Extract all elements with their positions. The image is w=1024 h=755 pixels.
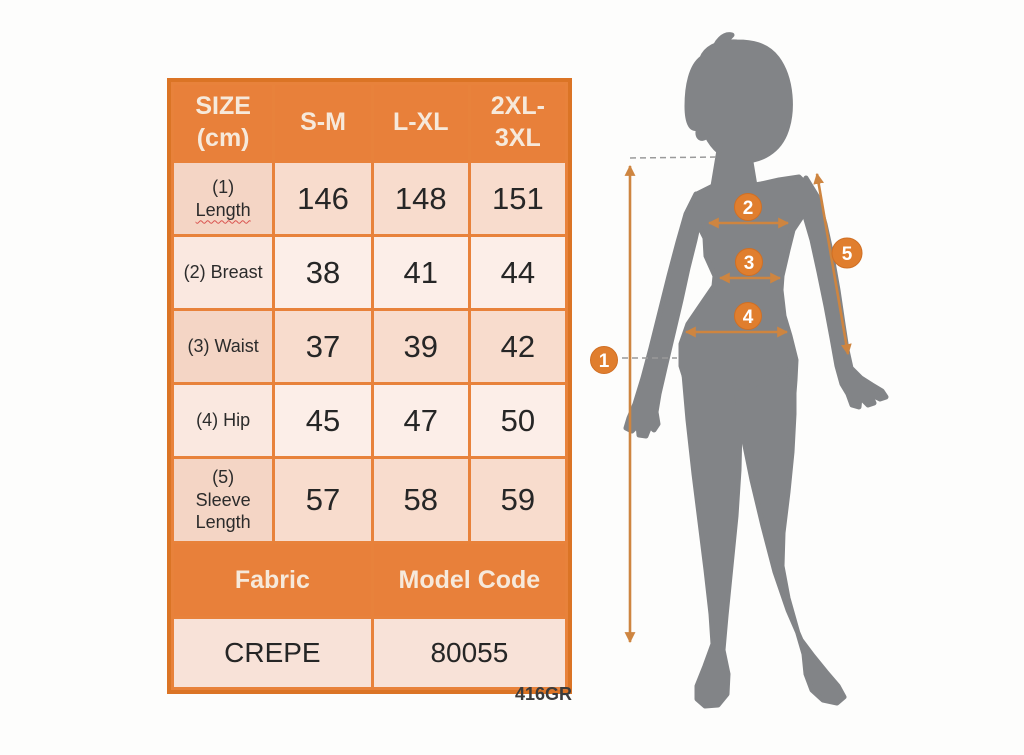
waist-2xl3xl-value: 42 xyxy=(467,308,569,385)
marker-4-badge xyxy=(734,302,762,330)
size-table-header-row: SIZE (cm) S-M L-XL 2XL-3XL xyxy=(170,82,569,163)
fabric-header-cell: Fabric xyxy=(171,541,374,619)
table-row-length: (1) Length 146 148 151 xyxy=(170,160,569,237)
silhouette-right-leg xyxy=(734,365,847,706)
marker-1-label: 1 xyxy=(599,351,610,372)
size-col-2xl3xl-header: 2XL-3XL xyxy=(467,82,569,163)
marker-3-label: 3 xyxy=(744,253,755,274)
model-code-value-cell: 80055 xyxy=(370,616,569,690)
waist-sm-value: 37 xyxy=(272,308,374,385)
marker-2-badge xyxy=(734,193,762,221)
style-code-note: 416GR xyxy=(514,684,572,704)
model-code-header-cell: Model Code xyxy=(370,541,569,619)
breast-2xl3xl-value: 44 xyxy=(467,234,569,311)
sleeve-2xl3xl-value: 59 xyxy=(467,456,569,544)
size-table: SIZE (cm) S-M L-XL 2XL-3XL (1) Length 14… xyxy=(167,78,572,694)
breast-lxl-value: 41 xyxy=(370,234,471,311)
length-sm-value: 146 xyxy=(272,160,374,237)
table-footer-value-row: CREPE 80055 xyxy=(171,616,569,690)
marker-3-badge xyxy=(735,248,763,276)
row-label-sleeve-word1: Sleeve xyxy=(195,489,251,510)
size-col-2xl3xl-label: 2XL-3XL xyxy=(490,92,545,152)
row-label-hip: (4) Hip xyxy=(170,382,276,459)
table-footer-header-row: Fabric Model Code xyxy=(171,541,569,619)
row-label-sleeve-length: (5) Sleeve Length xyxy=(170,456,276,544)
marker-badges: 1 2 3 4 5 xyxy=(590,193,863,374)
marker-5-label: 5 xyxy=(842,244,853,265)
sleeve-lxl-value: 58 xyxy=(370,456,471,544)
sleeve-arrow xyxy=(813,172,852,356)
silhouette-left-arm xyxy=(623,191,702,439)
table-row-waist: (3) Waist 37 39 42 xyxy=(170,308,569,385)
silhouette-hair xyxy=(684,39,793,164)
hip-2xl3xl-value: 50 xyxy=(467,382,569,459)
hip-sm-value: 45 xyxy=(272,382,374,459)
row-label-length-word: Length xyxy=(195,199,251,220)
size-col-sm-header: S-M xyxy=(272,82,374,163)
length-2xl3xl-value: 151 xyxy=(467,160,569,237)
size-unit-header-cell: SIZE (cm) xyxy=(170,82,276,163)
row-label-waist: (3) Waist xyxy=(170,308,276,385)
row-label-sleeve-number: (5) xyxy=(212,467,235,488)
row-label-length-number: (1) xyxy=(212,177,235,197)
breast-sm-value: 38 xyxy=(272,234,374,311)
size-col-lxl-header: L-XL xyxy=(370,82,471,163)
body-silhouette xyxy=(623,32,889,709)
marker-2-label: 2 xyxy=(743,198,754,219)
sleeve-sm-value: 57 xyxy=(272,456,374,544)
marker-5-badge xyxy=(831,237,863,269)
shoulder-dashed-line xyxy=(629,156,719,159)
waist-lxl-value: 39 xyxy=(370,308,471,385)
fabric-value-cell: CREPE xyxy=(171,616,374,690)
hip-lxl-value: 47 xyxy=(370,382,471,459)
size-table-grid: SIZE (cm) S-M L-XL 2XL-3XL (1) Length 14… xyxy=(170,82,569,690)
table-row-breast: (2) Breast 38 41 44 xyxy=(170,234,569,311)
marker-4-label: 4 xyxy=(743,307,754,328)
marker-1-badge xyxy=(590,346,618,374)
table-row-sleeve-length: (5) Sleeve Length 57 58 59 xyxy=(170,456,569,544)
measurement-figure: 1 2 3 4 5 xyxy=(590,32,889,709)
row-label-breast: (2) Breast xyxy=(170,234,276,311)
row-label-length: (1) Length xyxy=(170,160,276,237)
silhouette-left-leg xyxy=(681,371,743,709)
table-row-hip: (4) Hip 45 47 50 xyxy=(170,382,569,459)
silhouette-hair-tuft xyxy=(710,32,735,58)
length-lxl-value: 148 xyxy=(370,160,471,237)
silhouette-right-arm xyxy=(797,175,889,410)
row-label-sleeve-word2: Length xyxy=(195,512,251,533)
